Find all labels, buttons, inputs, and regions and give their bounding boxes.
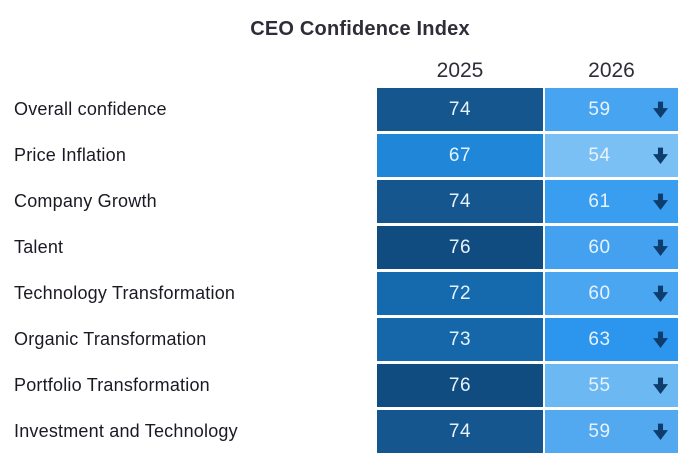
cell-2026: 55 (545, 364, 678, 407)
value-2026: 63 (588, 328, 611, 350)
value-2026: 59 (588, 420, 611, 442)
value-2025: 76 (448, 236, 472, 258)
down-arrow-icon (653, 423, 668, 440)
cell-2026: 61 (545, 180, 678, 223)
table-row: Investment and Technology 74 59 (0, 410, 696, 453)
column-header-2026: 2026 (588, 59, 635, 82)
row-label: Technology Transformation (14, 283, 236, 303)
cell-2025: 73 (377, 318, 543, 361)
cell-2025: 67 (377, 134, 543, 177)
value-2025: 76 (448, 374, 472, 396)
cell-2025: 74 (377, 88, 543, 131)
value-2026: 55 (588, 374, 611, 396)
cell-2025: 72 (377, 272, 543, 315)
cell-2026: 60 (545, 272, 678, 315)
cell-2026: 60 (545, 226, 678, 269)
value-2025: 74 (448, 190, 472, 212)
table-row: Overall confidence 74 59 (0, 88, 696, 131)
down-arrow-icon (653, 239, 668, 256)
down-arrow-icon (653, 331, 668, 348)
value-2026: 54 (588, 144, 611, 166)
down-arrow-icon (653, 193, 668, 210)
cell-2025: 74 (377, 410, 543, 453)
down-arrow-icon (653, 101, 668, 118)
row-label: Organic Transformation (14, 329, 207, 349)
value-2025: 72 (448, 282, 472, 304)
column-header-2025: 2025 (436, 59, 484, 82)
row-label: Portfolio Transformation (14, 375, 210, 395)
cell-2025: 74 (377, 180, 543, 223)
value-2025: 67 (448, 144, 472, 166)
value-2026: 60 (588, 236, 611, 258)
table-row: Price Inflation 67 54 (0, 134, 696, 177)
row-label: Overall confidence (14, 99, 167, 119)
table-row: Portfolio Transformation 76 55 (0, 364, 696, 407)
value-2025: 74 (448, 98, 472, 120)
table-row: Company Growth 74 61 (0, 180, 696, 223)
value-2026: 61 (588, 190, 611, 212)
cell-2025: 76 (377, 226, 543, 269)
down-arrow-icon (653, 147, 668, 164)
value-2025: 74 (448, 420, 472, 442)
cell-2026: 54 (545, 134, 678, 177)
table-row: Technology Transformation 72 60 (0, 272, 696, 315)
cell-2026: 59 (545, 410, 678, 453)
value-2026: 59 (588, 98, 611, 120)
row-label: Talent (14, 237, 64, 257)
confidence-heatmap-table: Overall confidence 74 59 Price Inflation… (0, 88, 696, 456)
down-arrow-icon (653, 377, 668, 394)
table-row: Organic Transformation 73 63 (0, 318, 696, 361)
value-2025: 73 (448, 328, 472, 350)
cell-2026: 59 (545, 88, 678, 131)
value-2026: 60 (588, 282, 611, 304)
row-label: Price Inflation (14, 145, 127, 165)
table-row: Talent 76 60 (0, 226, 696, 269)
down-arrow-icon (653, 285, 668, 302)
page-title: CEO Confidence Index (250, 18, 470, 40)
row-label: Company Growth (14, 191, 157, 211)
cell-2025: 76 (377, 364, 543, 407)
row-label: Investment and Technology (14, 421, 238, 441)
cell-2026: 63 (545, 318, 678, 361)
